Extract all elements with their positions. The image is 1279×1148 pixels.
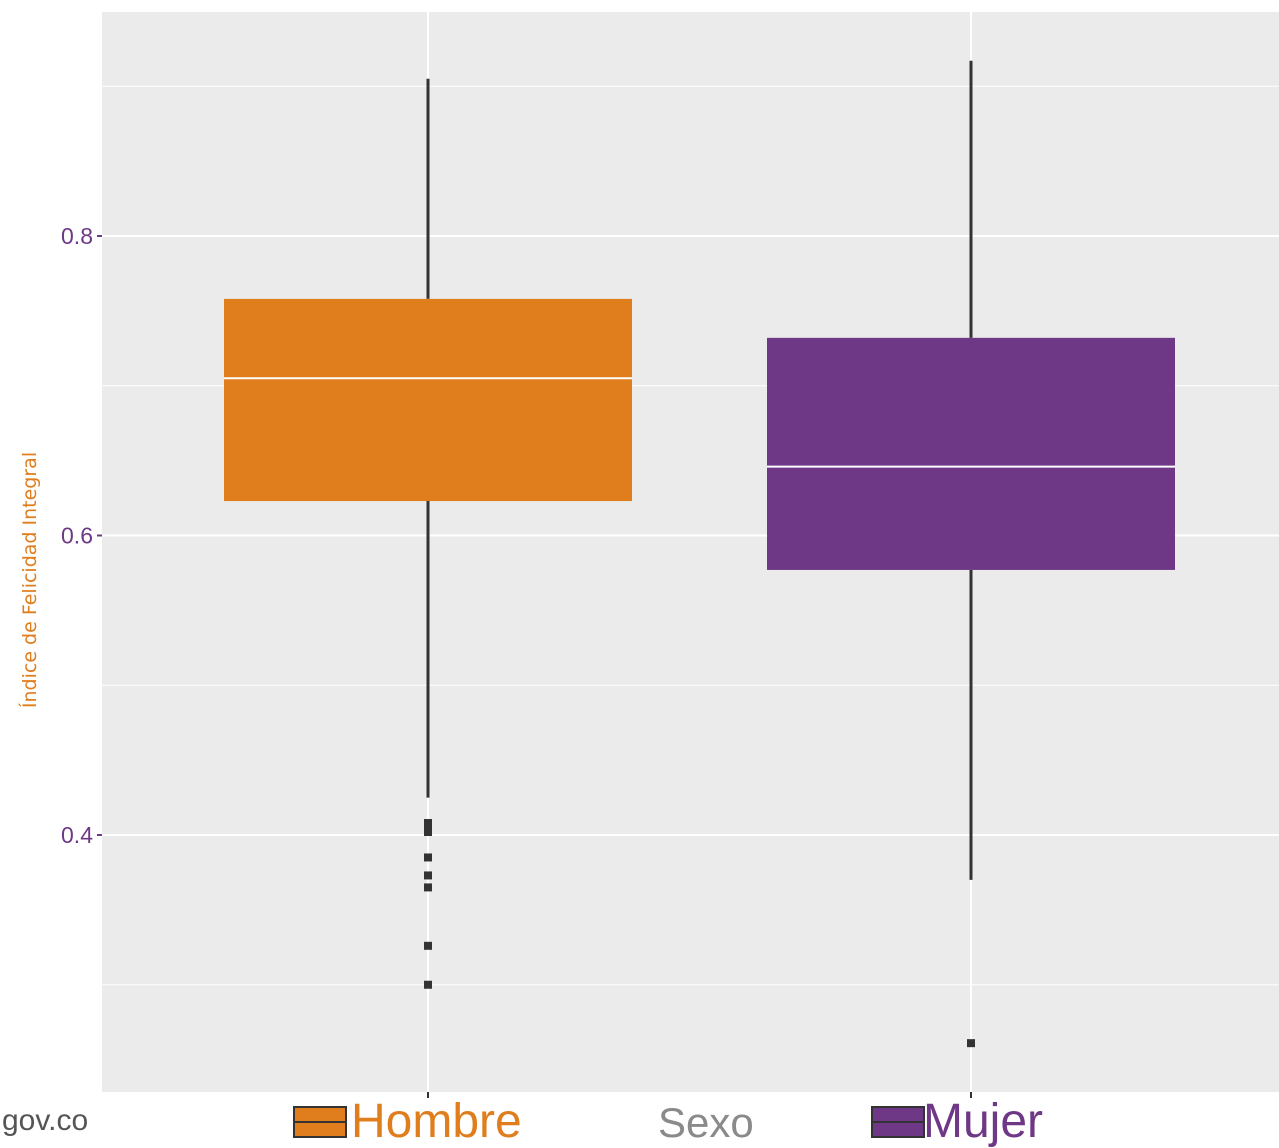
outlier-point-mujer [967,1039,975,1048]
outlier-point-hombre [424,980,432,989]
x-axis-label: Sexo [658,1099,754,1146]
legend-label-mujer: Mujer [923,1095,1044,1148]
outlier-point-hombre [424,828,432,837]
outlier-point-hombre [424,871,432,880]
legend-label-hombre: Hombre [351,1095,522,1148]
legend-key-hombre [293,1106,347,1138]
y-tick-label: 0.8 [61,223,93,249]
box-mujer [767,337,1175,570]
outlier-point-hombre [424,941,432,950]
y-tick-label: 0.4 [61,822,93,848]
outlier-point-hombre [424,853,432,862]
legend-key-mujer [871,1106,925,1138]
outlier-point-hombre [424,823,432,832]
outlier-point-hombre [424,819,432,828]
y-tick-label: 0.6 [61,523,93,549]
y-axis-label: Índice de Felicidad Integral [19,451,41,709]
outlier-point-hombre [424,883,432,892]
box-hombre [224,298,632,502]
source-text: gov.co [2,1104,89,1137]
